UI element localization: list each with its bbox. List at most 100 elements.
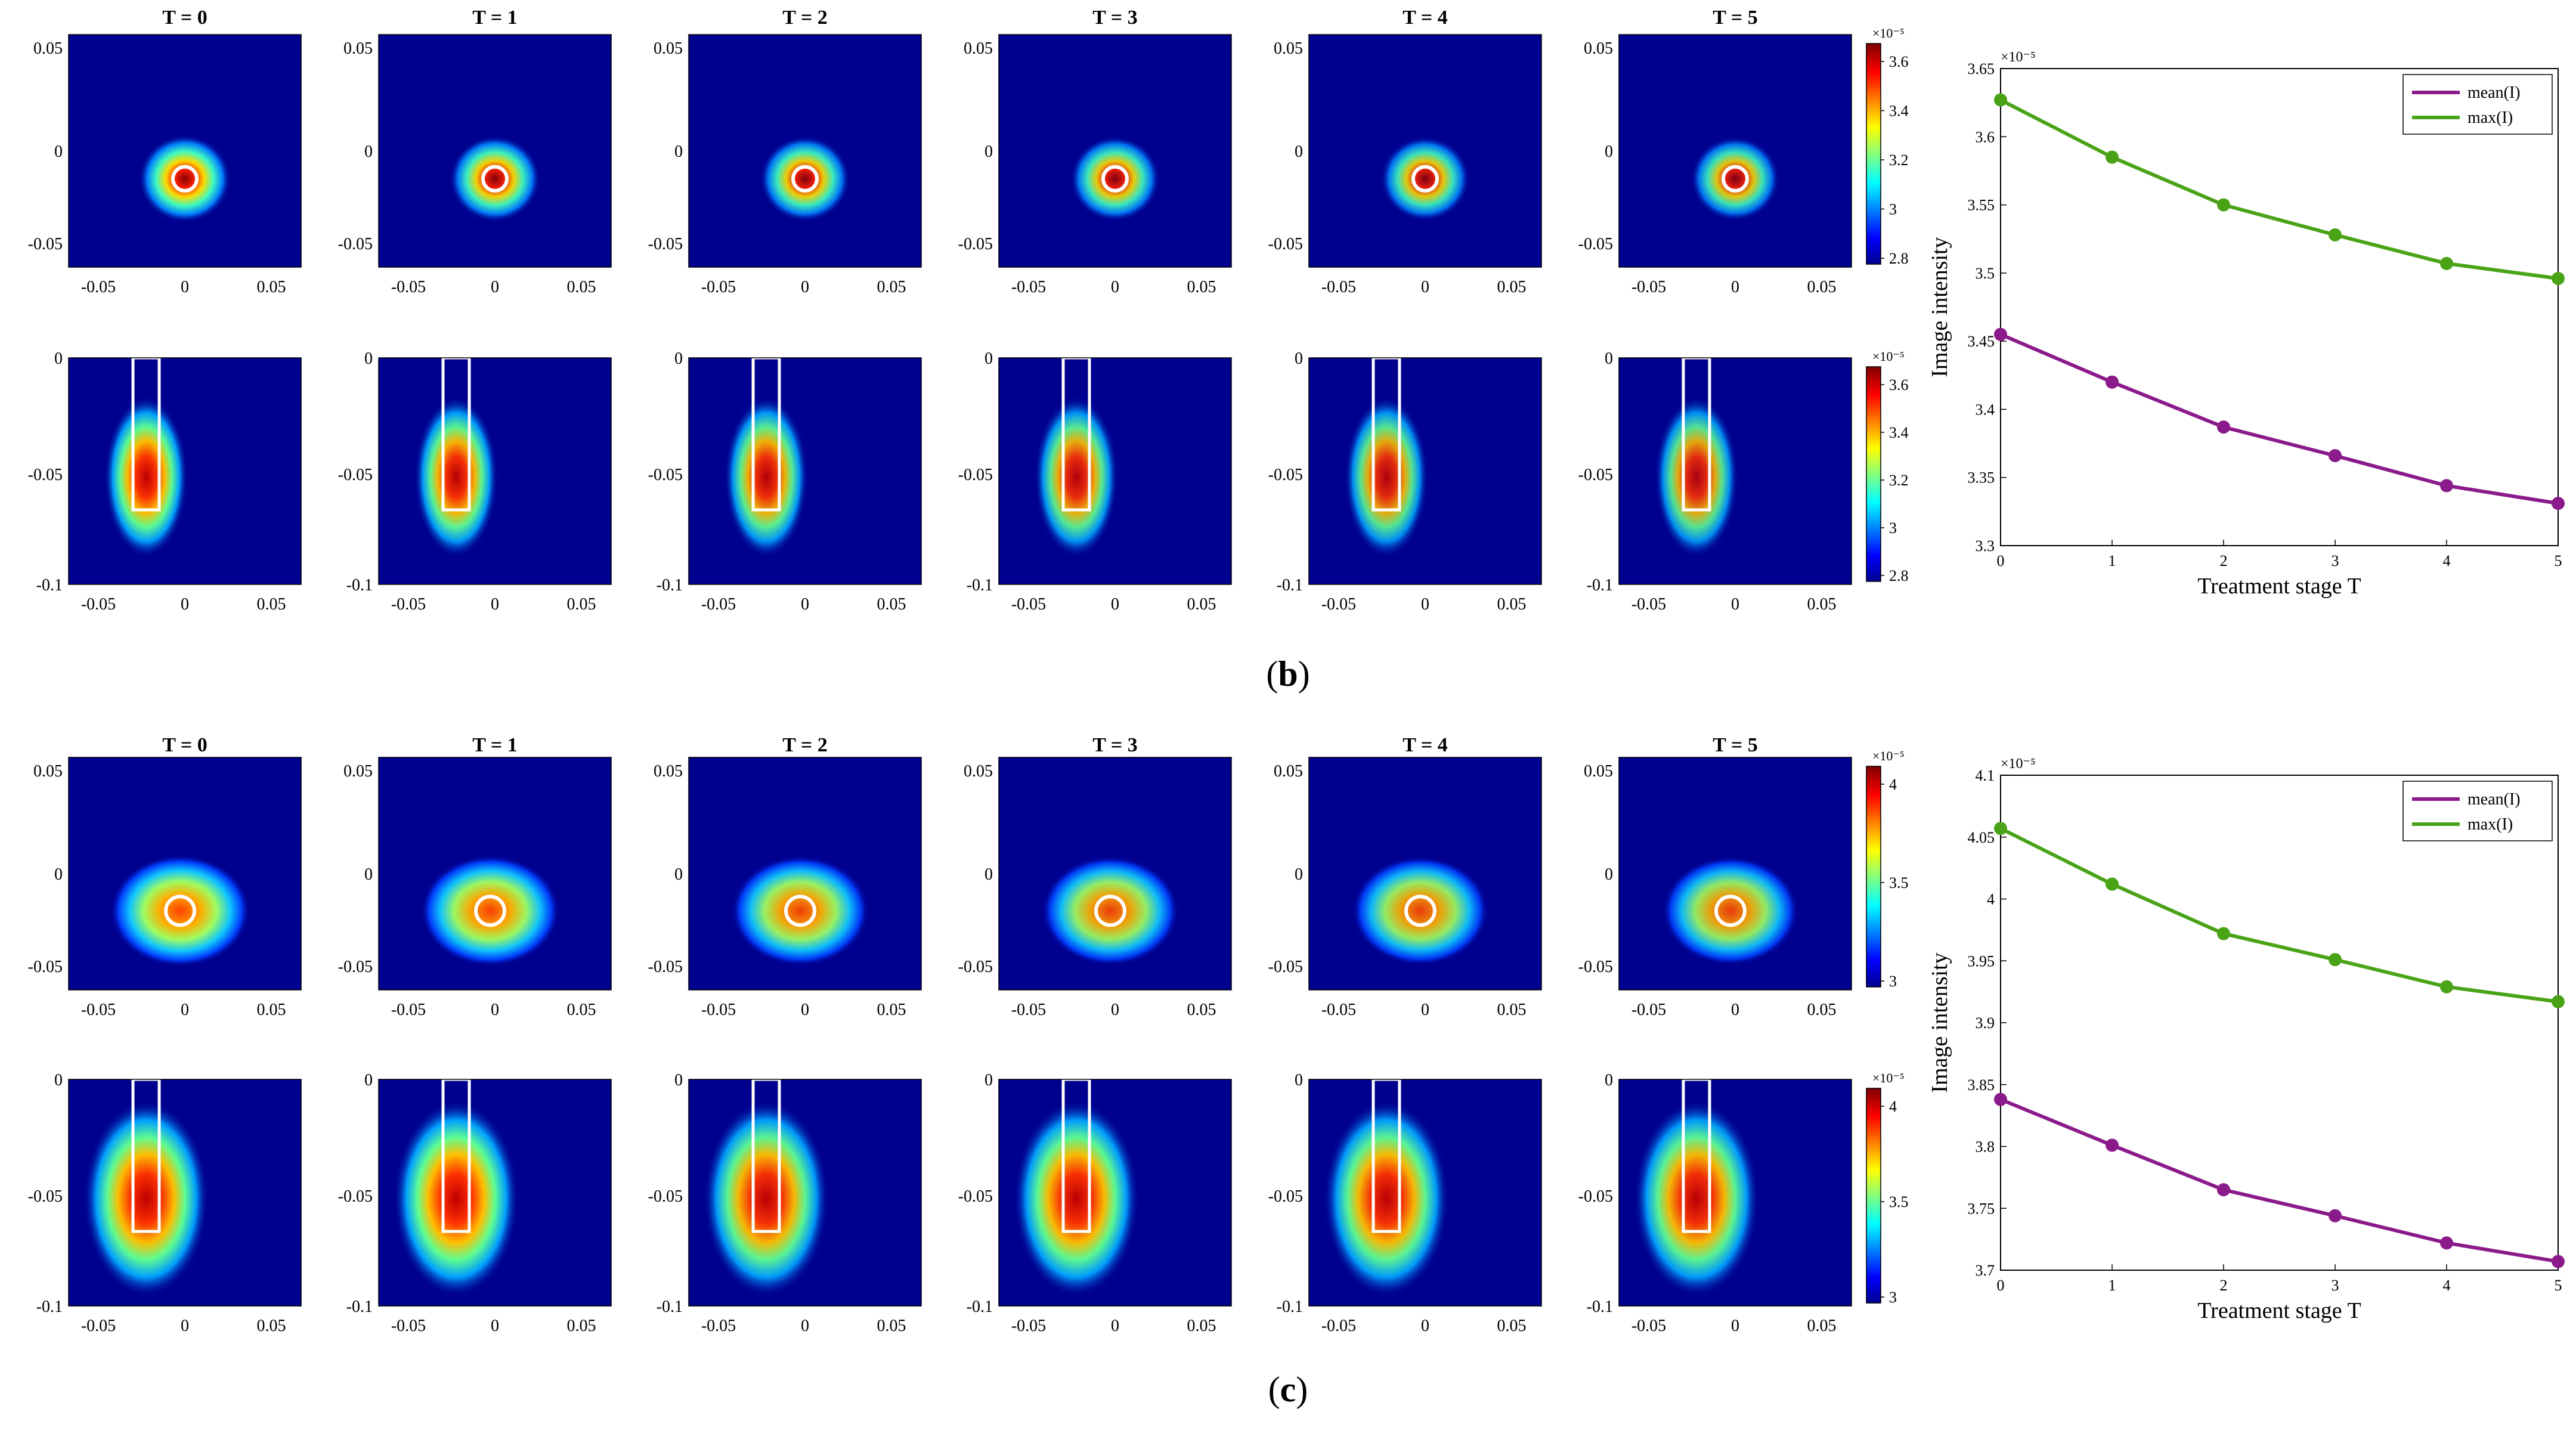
- side-map-y-tick: -0.1: [967, 576, 993, 595]
- y-tick-label: 3.65: [1968, 60, 1995, 78]
- x-tick-label: 2: [2220, 552, 2228, 569]
- data-point: [2440, 1236, 2453, 1250]
- top-map-y-tick: -0.05: [958, 958, 993, 976]
- colorbar-exponent: ×10⁻⁵: [1872, 1070, 1905, 1085]
- top-map-frame: [688, 34, 922, 268]
- side-map-x-tick: -0.05: [81, 595, 116, 614]
- top-map-y-tick: -0.05: [28, 958, 63, 976]
- top-map-spot: [1042, 856, 1179, 966]
- top-map-y-tick: -0.05: [28, 235, 63, 253]
- side-map-x-tick: 0: [1421, 595, 1429, 614]
- side-map-y-tick: -0.05: [338, 1187, 373, 1206]
- data-point: [2106, 150, 2119, 164]
- side-map-y-tick: 0: [984, 1071, 993, 1089]
- y-tick-label: 3.7: [1976, 1262, 1995, 1279]
- stage-title: T = 3: [1092, 734, 1137, 756]
- top-map-y-tick: -0.05: [1578, 958, 1613, 976]
- top-map-y-tick: 0.05: [654, 762, 683, 781]
- legend-box: [2402, 781, 2553, 841]
- side-map-x-tick: -0.05: [1631, 595, 1666, 614]
- top-map-y-tick: 0: [1605, 143, 1613, 161]
- top-map-frame: [1618, 34, 1852, 268]
- top-map-y-tick: -0.05: [1268, 235, 1303, 253]
- side-map-spot: [1655, 397, 1738, 558]
- top-map-spot: [1352, 856, 1489, 965]
- side-map-frame: [68, 1079, 302, 1307]
- data-point: [2440, 256, 2453, 270]
- top-map-x-tick: -0.05: [1321, 1001, 1356, 1019]
- colorbar-tick: 3: [1889, 519, 1897, 537]
- y-tick-label: 3.9: [1976, 1014, 1995, 1032]
- x-tick-label: 1: [2109, 1277, 2116, 1294]
- side-map-frame: [688, 1079, 922, 1307]
- side-map-spot: [414, 397, 498, 558]
- side-map-y-tick: 0: [364, 349, 373, 368]
- side-map-spot: [724, 397, 808, 558]
- y-tick-label: 3.75: [1968, 1200, 1995, 1217]
- side-map-frame: [68, 357, 302, 585]
- top-map-spot: [731, 855, 869, 966]
- y-axis-exponent: ×10⁻⁵: [2001, 756, 2036, 772]
- side-map-y-tick: -0.1: [657, 576, 683, 595]
- y-tick-label: 4.05: [1968, 829, 1995, 846]
- side-map-frame: [998, 357, 1232, 585]
- top-map-y-tick: 0.05: [964, 39, 993, 58]
- stage-title: T = 4: [1402, 7, 1447, 29]
- side-map-y-tick: -0.05: [1268, 1187, 1303, 1206]
- colorbar-tick: 3.6: [1889, 53, 1909, 70]
- data-point: [1994, 822, 2007, 835]
- top-map-y-tick: -0.05: [338, 235, 373, 253]
- stage-title: T = 5: [1713, 734, 1757, 756]
- y-tick-label: 3.8: [1976, 1138, 1995, 1156]
- series-line: [1999, 1097, 2559, 1264]
- colorbar-exponent: ×10⁻⁵: [1872, 26, 1905, 41]
- side-map-y-tick: 0: [984, 349, 993, 368]
- side-map-x-tick: 0.05: [567, 1317, 596, 1335]
- top-map-x-tick: -0.05: [1321, 278, 1356, 296]
- top-map-x-tick: 0.05: [567, 278, 596, 296]
- plot-area: [2000, 68, 2559, 546]
- top-map-x-tick: -0.05: [1631, 1001, 1666, 1019]
- side-map-x-tick: 0: [181, 1317, 189, 1335]
- side-map-y-tick: -0.1: [1277, 1298, 1303, 1316]
- side-map-x-tick: 0.05: [257, 1317, 286, 1335]
- colorbar-tick: 3.2: [1889, 472, 1909, 489]
- stage-title: T = 3: [1092, 7, 1137, 29]
- stage-title: T = 1: [472, 734, 517, 756]
- colorbar: [1866, 43, 1881, 265]
- top-map-spot: [420, 855, 560, 967]
- top-map-x-tick: 0: [1421, 278, 1429, 296]
- probe-circle: [1404, 894, 1436, 927]
- side-map-x-tick: 0: [801, 1317, 809, 1335]
- stage-title: T = 0: [162, 734, 207, 756]
- side-map-x-tick: -0.05: [1011, 1317, 1046, 1335]
- top-map-x-tick: 0.05: [257, 1001, 286, 1019]
- side-map-y-tick: 0: [674, 1071, 683, 1089]
- top-map-x-tick: 0: [1731, 278, 1739, 296]
- top-map-y-tick: 0: [674, 143, 683, 161]
- colorbar-tick: 2.8: [1889, 567, 1909, 584]
- side-map-x-tick: 0: [181, 595, 189, 614]
- side-map-x-tick: 0.05: [1807, 595, 1837, 614]
- side-map-x-tick: 0.05: [1497, 595, 1527, 614]
- side-map-x-tick: -0.05: [1011, 595, 1046, 614]
- top-map-y-tick: 0.05: [33, 762, 63, 781]
- side-map-x-tick: 0: [1111, 1317, 1119, 1335]
- side-map-y-tick: -0.1: [657, 1298, 683, 1316]
- data-point: [2552, 995, 2565, 1008]
- data-point: [2552, 272, 2565, 285]
- side-map-y-tick: -0.1: [346, 576, 373, 595]
- top-map-y-tick: -0.05: [648, 958, 683, 976]
- legend-label: mean(I): [2467, 790, 2521, 809]
- top-map-y-tick: 0: [984, 865, 993, 884]
- data-point: [1994, 327, 2007, 341]
- side-map-x-tick: 0.05: [567, 595, 596, 614]
- top-map-x-tick: 0: [181, 1001, 189, 1019]
- colorbar-exponent: ×10⁻⁵: [1872, 748, 1905, 763]
- top-map-y-tick: 0.05: [33, 39, 63, 58]
- side-map-y-tick: -0.05: [648, 1187, 683, 1206]
- colorbar-tick: 4: [1889, 1098, 1897, 1115]
- top-map-frame: [688, 757, 922, 991]
- side-map-x-tick: 0.05: [877, 595, 906, 614]
- series-line: [1999, 98, 2559, 280]
